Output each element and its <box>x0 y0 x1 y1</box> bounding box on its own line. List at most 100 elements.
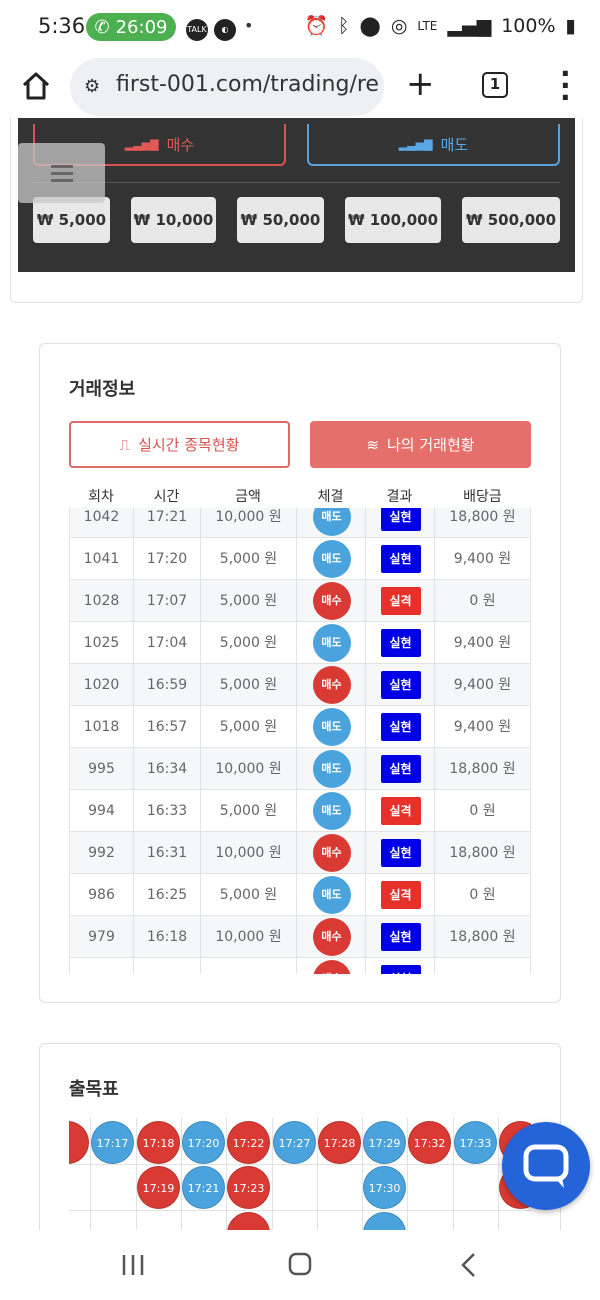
result-badge: 실현 <box>380 755 421 783</box>
new-tab-icon[interactable]: + <box>406 64 435 104</box>
back-nav-icon[interactable] <box>458 1251 480 1279</box>
side-cell: 매도 <box>296 748 365 790</box>
time-cell: 17:20 <box>133 538 200 580</box>
grid-line <box>181 1118 182 1230</box>
battery-icon: ▮ <box>565 14 576 37</box>
roadmap-bead: 17:30 <box>363 1166 406 1209</box>
call-timer-pill[interactable]: ✆ 26:09 <box>86 13 176 41</box>
round-cell: 979 <box>69 916 133 958</box>
side-badge: 매수 <box>312 918 351 956</box>
trade-table[interactable]: 1042 17:21 10,000 원 매도 실현 18,800 원 1041 17:20 5,… <box>69 508 531 974</box>
amount-button-50000[interactable]: ₩ 50,000 <box>237 197 324 243</box>
home-icon[interactable] <box>20 70 52 102</box>
recent-apps-icon[interactable] <box>120 1252 146 1278</box>
time-cell: 17:04 <box>133 622 200 664</box>
grid-line <box>362 1118 363 1230</box>
signal-icon: ▂▄▆ <box>447 14 492 37</box>
result-cell: 실현 <box>365 622 434 664</box>
side-badge: 매수 <box>312 666 351 704</box>
kakaotalk-icon: TALK <box>186 17 208 41</box>
grid-line <box>407 1118 408 1230</box>
amount-cell: 5,000 원 <box>200 580 296 622</box>
tab-my-trades[interactable]: ≋ 나의 거래현황 <box>310 421 531 468</box>
result-badge: 실현 <box>380 839 421 867</box>
roadmap-bead: 17:29 <box>363 1121 406 1164</box>
amount-cell: 10,000 원 <box>200 916 296 958</box>
sell-button[interactable]: ▂▃▅▇ 매도 <box>307 124 560 166</box>
side-cell: 매수 <box>296 832 365 874</box>
roadmap-bead: 17:32 <box>408 1121 451 1164</box>
time-cell: 16:34 <box>133 748 200 790</box>
payout-cell: 0 원 <box>434 580 531 622</box>
grid-line <box>498 1118 499 1230</box>
tab-live-label: 실시간 종목현황 <box>138 436 240 454</box>
roadmap-grid: 17:17 17:18 17:19 17:20 17:21 17:22 17:23 17:27… <box>69 1118 531 1230</box>
payout-cell: 18,800 원 <box>434 916 531 958</box>
chat-button[interactable] <box>502 1122 590 1210</box>
header-result: 결과 <box>386 489 413 505</box>
side-cell: 매수 <box>296 580 365 622</box>
payout-cell: 0 원 <box>434 790 531 832</box>
overflow-menu-icon[interactable]: · · · <box>560 57 571 114</box>
round-cell: 1018 <box>69 706 133 748</box>
tab-switcher-button[interactable]: 1 <box>482 72 508 98</box>
amount-cell: 5,000 원 <box>200 706 296 748</box>
table-row: 1018 16:57 5,000 원 매도 실현 9,400 원 <box>69 706 531 748</box>
grid-line <box>317 1118 318 1230</box>
side-cell: 매수 <box>296 664 365 706</box>
grid-line <box>226 1118 227 1230</box>
payout-cell: 9,400 원 <box>434 538 531 580</box>
amount-cell: 10,000 원 <box>200 832 296 874</box>
table-row: 1042 17:21 10,000 원 매도 실현 18,800 원 <box>69 508 531 538</box>
amount-cell: 10,000 원 <box>200 508 296 538</box>
side-cell: 매도 <box>296 538 365 580</box>
result-badge: 실현 <box>380 713 421 741</box>
side-cell: 매도 <box>296 790 365 832</box>
table-row: 1020 16:59 5,000 원 매수 실현 9,400 원 <box>69 664 531 706</box>
round-cell: 992 <box>69 832 133 874</box>
result-badge: 실격 <box>380 587 421 615</box>
amount-button-500000[interactable]: ₩ 500,000 <box>462 197 560 243</box>
payout-cell <box>434 958 531 974</box>
grid-line <box>69 1210 531 1211</box>
table-row: 1041 17:20 5,000 원 매도 실현 9,400 원 <box>69 538 531 580</box>
side-badge: 매도 <box>312 708 351 746</box>
more-notifications-icon: • <box>244 16 254 35</box>
table-row: 986 16:25 5,000 원 매도 실격 0 원 <box>69 874 531 916</box>
tab-live-status[interactable]: ⎍ 실시간 종목현황 <box>69 421 290 468</box>
roadmap-title: 출목표 <box>69 1079 119 1100</box>
round-cell <box>69 958 133 974</box>
amount-button-100000[interactable]: ₩ 100,000 <box>345 197 441 243</box>
side-cell: 매도 <box>296 706 365 748</box>
round-cell: 986 <box>69 874 133 916</box>
amount-button-5000[interactable]: ₩ 5,000 <box>33 197 110 243</box>
hotspot-icon: ◎ <box>390 14 408 37</box>
table-row: 992 16:31 10,000 원 매수 실현 18,800 원 <box>69 832 531 874</box>
time-cell: 16:57 <box>133 706 200 748</box>
panel-divider <box>33 182 560 183</box>
side-badge: 매도 <box>312 508 351 536</box>
status-bar: 5:36 ✆ 26:09 TALK ◐ • ⏰ ᛒ ⬤ ◎ LTE ▂▄▆ 10… <box>0 0 600 56</box>
header-payout: 배당금 <box>463 489 502 505</box>
result-badge: 실격 <box>380 881 421 909</box>
result-badge: 실현 <box>380 629 421 657</box>
address-bar[interactable]: ⚙ first-001.com/trading/re <box>70 58 384 116</box>
pulse-icon: ⎍ <box>119 435 131 454</box>
home-nav-icon[interactable] <box>287 1251 313 1277</box>
battery-level: 100% <box>501 14 556 37</box>
result-badge: 실현 <box>380 508 421 531</box>
bluetooth-icon: ᛒ <box>338 14 350 37</box>
side-badge: 매수 <box>312 834 351 872</box>
round-cell: 1020 <box>69 664 133 706</box>
hamburger-menu-icon[interactable] <box>18 143 105 203</box>
side-badge: 매수 <box>312 960 351 974</box>
table-row: 994 16:33 5,000 원 매도 실격 0 원 <box>69 790 531 832</box>
result-cell: 실현 <box>365 958 434 974</box>
header-time: 시간 <box>153 489 180 505</box>
result-cell: 실격 <box>365 580 434 622</box>
amount-cell: 10,000 원 <box>200 748 296 790</box>
amount-button-10000[interactable]: ₩ 10,000 <box>131 197 216 243</box>
site-settings-icon[interactable]: ⚙ <box>84 76 101 97</box>
browser-toolbar: ⚙ first-001.com/trading/re + 1 · · · <box>0 56 600 118</box>
roadmap-bead: 17:20 <box>182 1121 225 1164</box>
